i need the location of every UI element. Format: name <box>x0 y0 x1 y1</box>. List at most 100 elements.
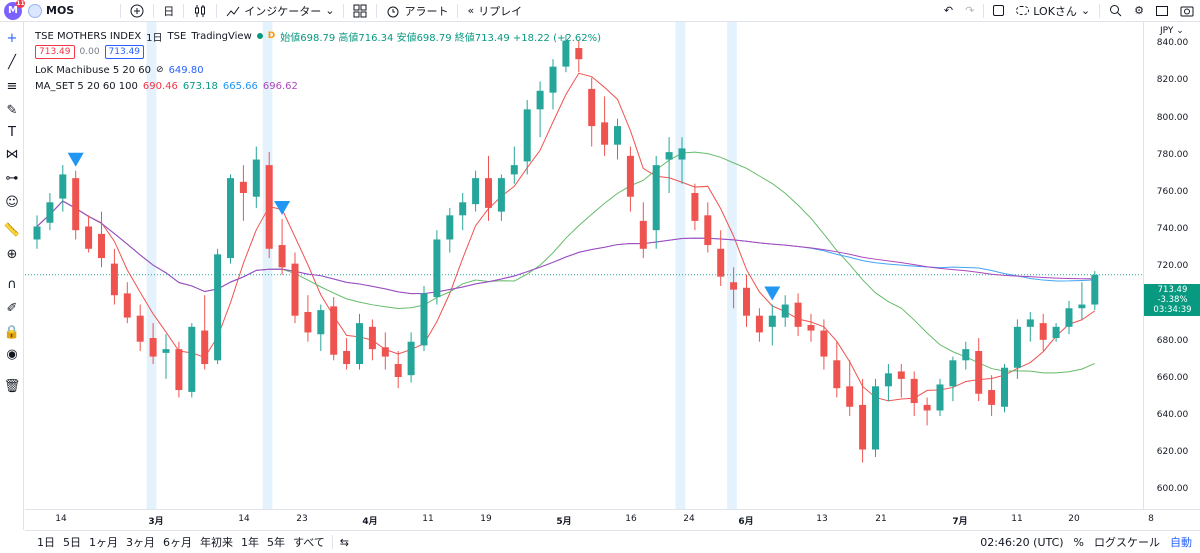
auto-scale-toggle[interactable]: 自動 <box>1170 536 1192 549</box>
replay-icon: « <box>467 4 475 17</box>
session-highlight <box>675 22 686 509</box>
time-tick-label: 3月 <box>148 517 164 527</box>
log-scale-toggle[interactable]: ログスケール <box>1094 536 1160 549</box>
ma100-value: 696.62 <box>262 80 298 92</box>
trendline-tool-icon[interactable]: ╱ <box>8 54 16 70</box>
signal-down-marker <box>764 286 781 301</box>
indicators-button[interactable]: インジケーター ⌄ <box>220 0 340 22</box>
ma100-line <box>36 200 1095 295</box>
price-tick-label: 640.00 <box>1156 410 1189 421</box>
pencil-lock-icon[interactable]: ✐ <box>6 300 18 316</box>
range-button[interactable]: 1ヶ月 <box>89 536 118 549</box>
session-highlight <box>727 22 737 509</box>
candles-icon <box>195 4 206 17</box>
bar-countdown: 03:34:39 <box>1153 305 1192 315</box>
time-axis[interactable]: 14 3月 14 23 4月 11 19 5月 16 24 6月 13 21 7月 11 20 8 <box>25 509 1200 530</box>
time-tick-label: 8 <box>1148 514 1154 524</box>
settings-button[interactable]: ⚙ <box>1128 0 1150 22</box>
account-label: LOKさん <box>1033 4 1077 18</box>
range-button[interactable]: 3ヶ月 <box>126 536 155 549</box>
utc-clock[interactable]: 02:46:20 (UTC) <box>980 535 1064 549</box>
lock-icon[interactable]: 🔒 <box>3 324 21 340</box>
price-chart[interactable] <box>25 22 1143 509</box>
symbol-label: MOS <box>46 4 75 17</box>
chart-type-button[interactable] <box>187 0 213 22</box>
alert-button[interactable]: アラート <box>380 0 454 22</box>
screenshot-button[interactable] <box>1174 0 1200 22</box>
layout-grid-button[interactable] <box>347 0 373 22</box>
candle-body <box>343 351 351 365</box>
time-tick-label: 11 <box>422 514 434 524</box>
candle-body <box>85 226 93 249</box>
candle-body <box>72 178 80 231</box>
session-highlight <box>262 22 273 509</box>
percent-toggle[interactable]: % <box>1073 535 1084 549</box>
alarm-clock-icon <box>387 6 399 17</box>
range-button[interactable]: 6ヶ月 <box>163 536 192 549</box>
candle-body <box>614 126 621 145</box>
candle-body <box>781 304 789 318</box>
camera-icon <box>1180 6 1194 17</box>
eye-icon[interactable]: ◉ <box>6 346 18 362</box>
crosshair-tool-icon[interactable]: + <box>6 30 18 46</box>
price-tick-label: 720.00 <box>1156 261 1189 272</box>
add-symbol-button[interactable] <box>124 0 150 22</box>
fullscreen-button[interactable] <box>1150 0 1174 22</box>
magnet-icon[interactable]: ∩ <box>7 276 17 292</box>
candle-body <box>188 326 196 392</box>
replay-button[interactable]: « リプレイ <box>461 0 528 22</box>
date-range-icon[interactable]: ⇆ <box>339 535 350 549</box>
price-axis[interactable]: JPY ⌄ 840.00 820.00 800.00 780.00 760.00 740.… <box>1143 22 1200 509</box>
account-menu[interactable]: LOKさん ⌄ <box>1010 0 1096 22</box>
pattern-tool-icon[interactable]: ⋈ <box>5 146 19 162</box>
candle-body <box>162 349 170 353</box>
indicator-name: LoK Machibuse 5 20 60 <box>35 64 152 76</box>
candle-body <box>523 109 531 162</box>
buy-price-box[interactable]: 713.49 <box>104 45 145 59</box>
ma5-value: 690.46 <box>142 80 178 92</box>
candle-body <box>859 404 867 450</box>
forecast-tool-icon[interactable]: ⊶ <box>5 170 19 186</box>
currency-label[interactable]: JPY ⌄ <box>1160 26 1184 36</box>
symbol-search[interactable]: MOS <box>22 0 80 22</box>
range-button[interactable]: 5日 <box>63 536 81 549</box>
app-logo[interactable]: M 11 <box>4 0 25 20</box>
search-button[interactable] <box>1103 0 1128 22</box>
fullscreen-icon <box>1156 5 1168 16</box>
indicators-icon <box>226 6 240 16</box>
range-button[interactable]: 1日 <box>37 536 55 549</box>
chart-legend: TSE MOTHERS INDEX 1日 TSE TradingView D 始… <box>35 28 601 94</box>
undo-button[interactable]: ↶ <box>938 0 959 22</box>
range-button[interactable]: すべて <box>293 536 325 549</box>
emoji-tool-icon[interactable]: ☺ <box>5 194 19 210</box>
interval-label: 日 <box>163 4 175 18</box>
range-button[interactable]: 5年 <box>267 536 285 549</box>
spread-value: 0.00 <box>79 47 100 57</box>
sell-price-box[interactable]: 713.49 <box>35 45 75 59</box>
candle-body <box>510 165 518 175</box>
zoom-in-icon[interactable]: ⊕ <box>6 246 18 262</box>
candle-body <box>420 293 428 346</box>
candle-body <box>252 159 260 197</box>
trash-icon[interactable]: 🗑 <box>3 378 21 394</box>
legend-indicator-1[interactable]: LoK Machibuse 5 20 60 ⊘ 649.80 <box>35 62 601 78</box>
candle-body <box>755 315 763 333</box>
candle-body <box>807 324 815 331</box>
indicator-name: MA_SET 5 20 60 100 <box>35 80 138 92</box>
ma20-value: 673.18 <box>182 80 218 92</box>
legend-indicator-2[interactable]: MA_SET 5 20 60 100 690.46 673.18 665.66 … <box>35 78 601 94</box>
chart-pane[interactable] <box>25 22 1143 509</box>
cloud-icon <box>1016 6 1030 15</box>
redo-button[interactable]: ↷ <box>959 0 980 22</box>
delayed-badge: D <box>267 31 276 41</box>
fib-tool-icon[interactable]: ≡ <box>6 78 18 94</box>
brush-tool-icon[interactable]: ✎ <box>6 102 18 118</box>
range-button[interactable]: 年初来 <box>200 536 233 549</box>
interval-button[interactable]: 日 <box>157 0 180 22</box>
layout-select-button[interactable] <box>987 0 1010 22</box>
price-tick-label: 600.00 <box>1156 484 1189 495</box>
text-tool-icon[interactable]: T <box>8 124 16 140</box>
ruler-tool-icon[interactable]: 📏 <box>3 222 21 238</box>
redo-icon: ↷ <box>965 4 975 17</box>
range-button[interactable]: 1年 <box>241 536 259 549</box>
